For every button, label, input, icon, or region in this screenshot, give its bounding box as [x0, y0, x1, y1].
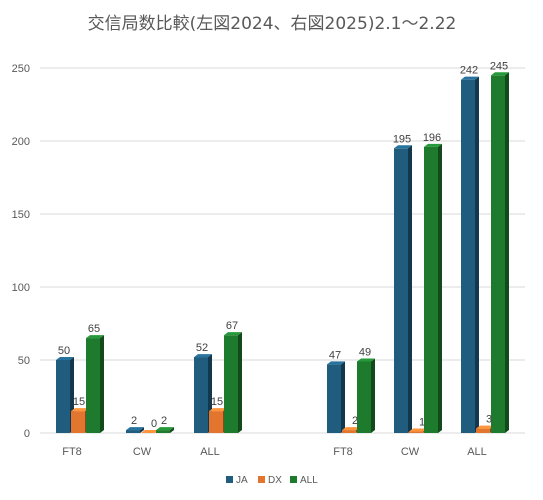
legend-item-dx: DX: [258, 475, 282, 486]
y-tick-label: 200: [12, 136, 30, 148]
bar-dx-cw: [141, 430, 159, 433]
bar-all-ft8: [86, 335, 104, 433]
x-axis-categories: FT8 CW ALL FT8 CW ALL: [62, 446, 487, 458]
data-label: 2: [161, 415, 167, 427]
x-category-label: CW: [133, 446, 152, 458]
bar-ja-ft8: [56, 357, 74, 433]
bar-ja-cw: [394, 145, 412, 434]
x-category-label: CW: [401, 446, 420, 458]
legend-label: JA: [236, 475, 248, 486]
x-category-label: FT8: [62, 446, 82, 458]
legend: JA DX ALL: [226, 475, 318, 486]
data-label: 2: [131, 415, 137, 427]
y-tick-label: 100: [12, 282, 30, 294]
legend-swatch: [258, 476, 265, 483]
legend-swatch: [290, 476, 297, 483]
data-label: 50: [58, 345, 70, 357]
y-tick-label: 50: [18, 355, 30, 367]
bar-all-ft8: [357, 358, 375, 433]
x-category-label: FT8: [333, 446, 353, 458]
data-label: 15: [211, 396, 223, 408]
data-label: 195: [393, 133, 411, 145]
bar-ja-all: [461, 76, 479, 434]
data-label: 245: [490, 60, 508, 72]
data-label: 15: [73, 396, 85, 408]
bar-all-all: [491, 72, 509, 434]
data-label: 49: [359, 346, 371, 358]
y-tick-label: 150: [12, 209, 30, 221]
bar-all-cw: [156, 427, 174, 433]
x-category-label: ALL: [467, 446, 487, 458]
data-label: 65: [88, 323, 100, 335]
data-label: 0: [151, 418, 157, 430]
data-label: 2: [352, 415, 358, 427]
y-axis-ticks: 0 50 100 150 200 250: [12, 63, 30, 440]
data-label: 3: [486, 414, 492, 426]
data-label: 67: [226, 320, 238, 332]
legend-label: DX: [268, 475, 282, 486]
bar-ja-ft8: [327, 361, 345, 433]
grid: [40, 67, 525, 434]
data-label: 52: [196, 342, 208, 354]
bar-ja-cw: [126, 427, 144, 433]
data-label: 1: [419, 417, 425, 429]
legend-swatch: [226, 476, 233, 483]
chart-title: 交信局数比較(左図2024、右図2025)2.1〜2.22: [88, 14, 457, 34]
data-label: 196: [423, 132, 441, 144]
x-category-label: ALL: [200, 446, 220, 458]
legend-item-all: ALL: [290, 475, 318, 486]
legend-item-ja: JA: [226, 475, 248, 486]
y-tick-label: 250: [12, 63, 30, 75]
bar-all-cw: [424, 143, 442, 433]
bars: [56, 72, 509, 434]
data-label: 242: [460, 65, 478, 77]
y-tick-label: 0: [24, 428, 30, 440]
legend-label: ALL: [300, 475, 318, 486]
bar-all-all: [224, 332, 242, 433]
data-label: 47: [329, 349, 341, 361]
